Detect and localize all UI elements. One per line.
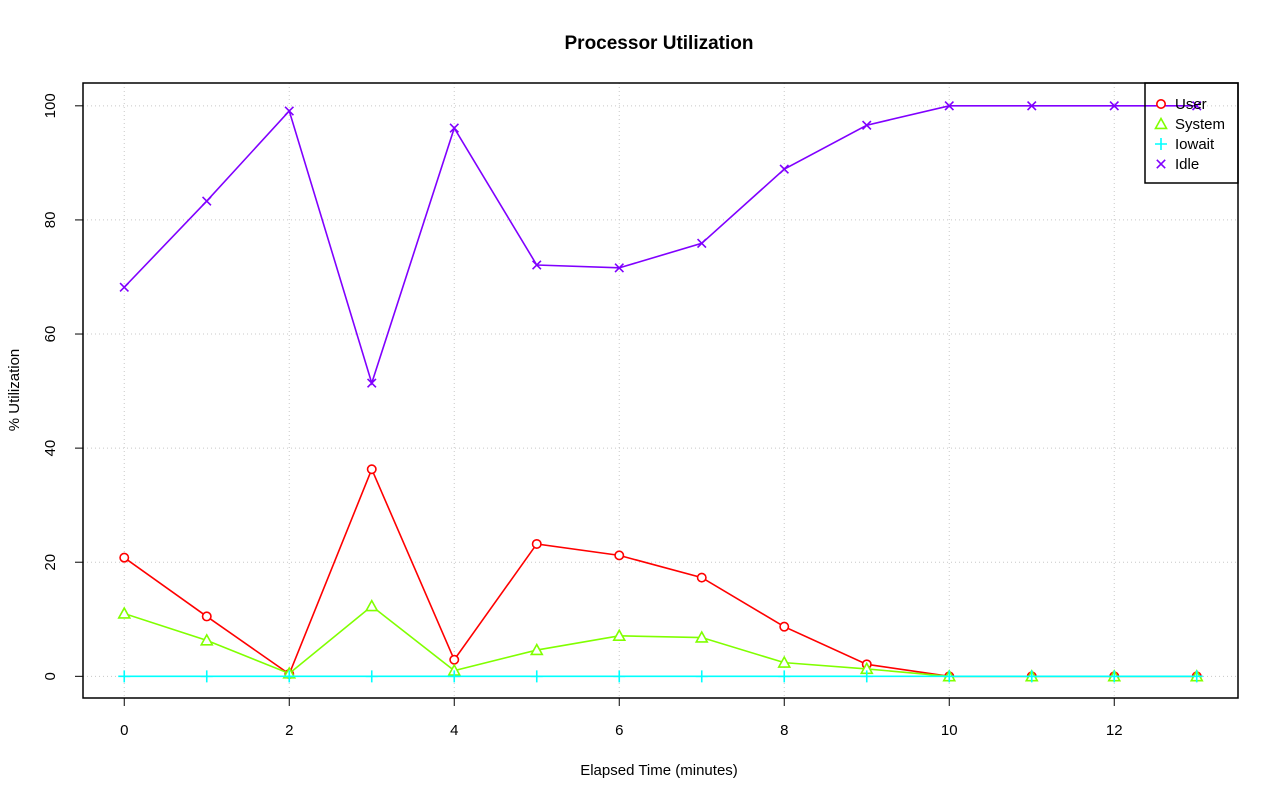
data-point-user (366, 464, 377, 475)
data-point-system (529, 642, 544, 656)
data-point-iowait (200, 670, 213, 683)
legend-label-idle: Idle (1175, 156, 1199, 173)
series-line-idle (123, 105, 1197, 386)
y-axis-label: % Utilization (6, 349, 23, 432)
data-point-iowait (860, 670, 873, 683)
data-point-iowait (118, 670, 131, 683)
legend-item-user: User (1156, 96, 1207, 113)
y-tick-label: 80 (42, 212, 59, 229)
data-point-idle (696, 238, 707, 249)
series-iowait (118, 670, 1203, 683)
legend-label-system: System (1175, 116, 1225, 133)
data-point-idle (201, 196, 212, 206)
data-point-iowait (1190, 670, 1203, 683)
data-point-iowait (1108, 670, 1121, 683)
data-point-iowait (365, 670, 378, 683)
data-point-system (694, 630, 709, 643)
y-tick-label: 40 (42, 440, 59, 457)
data-point-iowait (530, 670, 543, 683)
y-tick-label: 100 (42, 93, 59, 118)
x-tick-label: 10 (941, 722, 958, 739)
data-point-iowait (283, 670, 296, 683)
legend-item-idle: Idle (1156, 156, 1199, 173)
data-point-user (779, 621, 790, 632)
data-point-idle (119, 282, 130, 293)
data-point-idle (284, 106, 295, 116)
data-point-user (531, 538, 542, 549)
legend: User System Iowait Idle (1144, 82, 1239, 184)
data-point-iowait (1025, 670, 1038, 683)
data-point-idle (614, 263, 625, 273)
series-line-system (124, 605, 1197, 678)
data-point-iowait (448, 670, 461, 683)
data-point-iowait (778, 670, 791, 683)
series-line-user (123, 467, 1197, 678)
x-axis-label: Elapsed Time (minutes) (580, 762, 738, 779)
legend-label-user: User (1175, 96, 1207, 113)
chart-title: Processor Utilization (565, 33, 754, 54)
legend-marker-iowait (1155, 138, 1167, 150)
y-tick-label: 60 (42, 326, 59, 343)
legend-item-iowait: Iowait (1155, 136, 1215, 153)
grid-lines (83, 83, 1238, 698)
data-point-system (199, 633, 214, 646)
legend-box (1144, 82, 1239, 184)
data-point-user (449, 654, 460, 665)
y-tick-label: 20 (42, 554, 59, 571)
data-point-idle (779, 164, 790, 174)
data-point-iowait (695, 670, 708, 683)
x-tick-label: 12 (1106, 722, 1123, 739)
data-point-iowait (943, 670, 956, 683)
y-tick-label: 0 (42, 672, 59, 680)
x-tick-label: 0 (120, 722, 128, 739)
data-point-idle (861, 120, 872, 130)
series-layer (117, 101, 1204, 683)
series-user (119, 464, 1202, 682)
data-point-idle (1026, 101, 1037, 111)
series-idle (119, 101, 1202, 388)
data-point-user (696, 572, 707, 583)
data-point-user (201, 611, 212, 622)
legend-marker-system (1154, 116, 1168, 130)
x-tick-label: 2 (285, 722, 293, 739)
legend-marker-idle (1156, 159, 1166, 169)
legend-item-system: System (1154, 116, 1225, 133)
data-point-user (119, 552, 130, 563)
data-point-user (614, 550, 625, 561)
data-point-idle (1191, 101, 1202, 111)
x-tick-label: 8 (780, 722, 788, 739)
data-point-system (364, 599, 379, 612)
legend-marker-user (1156, 99, 1167, 110)
data-point-idle (366, 378, 377, 388)
data-point-system (117, 606, 132, 619)
data-point-idle (944, 101, 955, 111)
legend-label-iowait: Iowait (1175, 136, 1215, 153)
data-point-system (777, 655, 792, 668)
data-point-idle (1109, 101, 1120, 111)
data-point-idle (449, 123, 460, 133)
data-point-idle (531, 260, 542, 270)
data-point-system (612, 628, 627, 642)
plot-frame (82, 82, 1239, 699)
data-point-iowait (613, 670, 626, 683)
axes: 0 2 4 6 8 10 12 0 20 40 60 80 100 (42, 82, 1239, 739)
x-tick-label: 4 (450, 722, 458, 739)
x-tick-label: 6 (615, 722, 623, 739)
